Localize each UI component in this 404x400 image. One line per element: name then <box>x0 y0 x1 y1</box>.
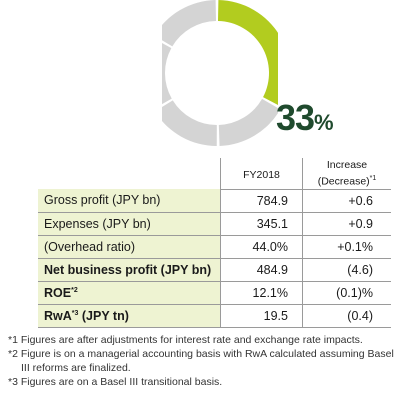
footnotes: *1 Figures are after adjustments for int… <box>8 333 404 389</box>
donut-slice-highlight <box>217 0 278 106</box>
row-change-value: (0.1)% <box>302 281 391 305</box>
header-footnote-mark: *1 <box>369 175 377 182</box>
row-label: Net business profit (JPY bn) <box>38 258 221 282</box>
row-change-value: +0.6 <box>302 189 391 213</box>
row-label-unit: (JPY tn) <box>78 308 129 323</box>
row-fy2018-value: 44.0% <box>220 235 303 259</box>
row-label: Expenses (JPY bn) <box>38 212 221 236</box>
footnote-3: *3 Figures are on a Basel III transition… <box>8 376 223 388</box>
row-label: ROE*2 <box>38 281 221 305</box>
row-fy2018-value: 12.1% <box>220 281 303 305</box>
table-row: ROE*2 12.1% (0.1)% <box>38 281 391 305</box>
footnote-1: *1 Figures are after adjustments for int… <box>8 334 363 346</box>
table-row: RwA*3 (JPY tn) 19.5 (0.4) <box>38 304 391 328</box>
header-increase-line2: (Decrease) <box>317 175 370 188</box>
row-label: RwA*3 (JPY tn) <box>38 304 221 328</box>
row-footnote-mark: *3 <box>71 309 79 317</box>
row-label-text: RwA <box>44 308 72 323</box>
header-increase: Increase (Decrease)*1 <box>302 158 391 190</box>
donut-slice-segment <box>162 100 217 146</box>
row-fy2018-value: 484.9 <box>220 258 303 282</box>
row-fy2018-value: 345.1 <box>220 212 303 236</box>
row-label-text: ROE <box>44 285 72 300</box>
row-fy2018-value: 784.9 <box>220 189 303 213</box>
row-fy2018-value: 19.5 <box>220 304 303 328</box>
header-blank-cell <box>38 158 221 189</box>
financial-table: FY2018 Increase (Decrease)*1 Gross profi… <box>38 158 391 328</box>
row-change-value: +0.1% <box>302 235 391 259</box>
table-row: (Overhead ratio) 44.0% +0.1% <box>38 235 391 259</box>
donut-slice-segment <box>218 98 278 146</box>
donut-slice-segment <box>162 0 217 47</box>
row-change-value: (4.6) <box>302 258 391 282</box>
table-header-row: FY2018 Increase (Decrease)*1 <box>38 158 391 190</box>
donut-slice-segment <box>162 43 172 105</box>
percentage-label: 33% <box>276 97 334 139</box>
row-label: (Overhead ratio) <box>38 235 221 259</box>
percentage-number: 33 <box>276 97 315 138</box>
row-label: Gross profit (JPY bn) <box>38 189 221 213</box>
percentage-sign: % <box>314 110 334 135</box>
header-increase-line1: Increase <box>326 159 368 171</box>
table-row: Expenses (JPY bn) 345.1 +0.9 <box>38 212 391 236</box>
row-change-value: (0.4) <box>302 304 391 328</box>
table-row: Gross profit (JPY bn) 784.9 +0.6 <box>38 189 391 213</box>
row-change-value: +0.9 <box>302 212 391 236</box>
table-row: Net business profit (JPY bn) 484.9 (4.6) <box>38 258 391 282</box>
donut-chart <box>162 0 278 146</box>
row-footnote-mark: *2 <box>71 286 78 294</box>
footnote-2: *2 Figure is on a managerial accounting … <box>8 348 394 374</box>
header-fy2018: FY2018 <box>220 158 303 190</box>
